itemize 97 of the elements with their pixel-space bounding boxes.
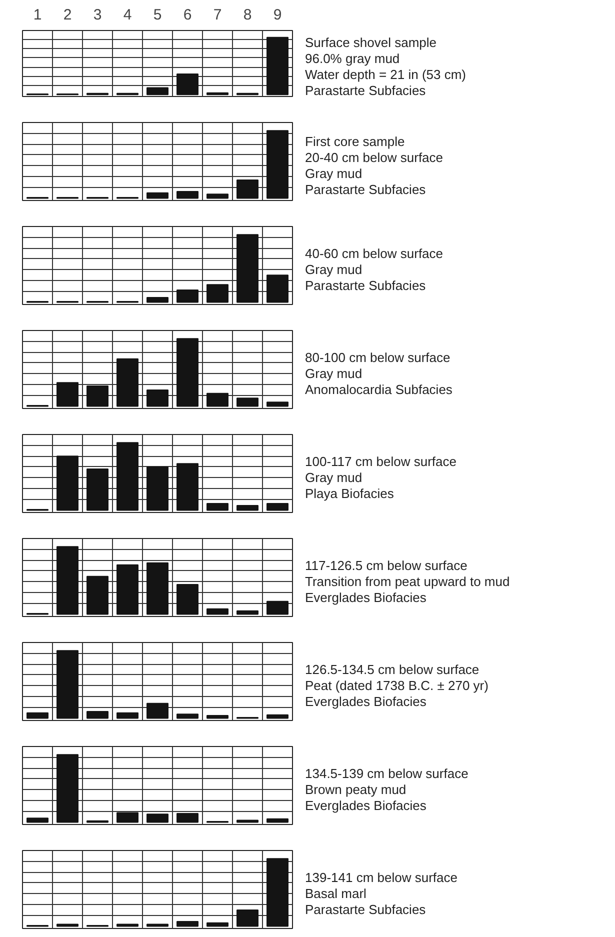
bar xyxy=(206,922,228,927)
bar xyxy=(236,398,258,407)
text: Parastarte Subfacies xyxy=(305,902,426,917)
bar xyxy=(86,385,108,407)
bar xyxy=(176,920,198,927)
text: Parastarte Subfacies xyxy=(305,278,426,293)
text: 80-100 cm below surface xyxy=(305,350,450,365)
bar xyxy=(146,296,168,303)
bar xyxy=(176,338,198,407)
bar xyxy=(176,190,198,199)
x-tick-label: 8 xyxy=(243,6,252,24)
bar xyxy=(236,610,258,615)
text: Water depth = 21 in (53 cm) xyxy=(305,67,466,82)
text: Gray mud xyxy=(305,366,362,381)
x-tick-label: 9 xyxy=(273,6,282,24)
text: Parastarte Subfacies xyxy=(305,83,426,98)
text: Gray mud xyxy=(305,470,362,485)
bar xyxy=(266,502,288,511)
bar xyxy=(56,546,78,615)
bar xyxy=(236,179,258,199)
bar xyxy=(236,820,258,823)
bar xyxy=(236,504,258,511)
text: Transition from peat upward to mud xyxy=(305,574,510,589)
text: Everglades Biofacies xyxy=(305,590,426,605)
text: Everglades Biofacies xyxy=(305,694,426,709)
bar xyxy=(56,382,78,407)
text: Playa Biofacies xyxy=(305,486,394,501)
text: 40-60 cm below surface xyxy=(305,246,444,261)
bar xyxy=(176,714,198,719)
x-tick-label: 1 xyxy=(33,6,42,24)
bar xyxy=(56,456,78,511)
bar xyxy=(86,468,108,511)
bar xyxy=(146,390,168,407)
bar xyxy=(56,754,78,823)
bar xyxy=(176,463,198,511)
bar xyxy=(146,192,168,199)
bar xyxy=(146,87,168,96)
bar xyxy=(206,284,228,303)
bar xyxy=(266,402,288,407)
bar xyxy=(146,702,168,719)
x-tick-label: 7 xyxy=(213,6,222,24)
text: First core sample xyxy=(305,134,405,149)
text: Peat (dated 1738 B.C. ± 270 yr) xyxy=(305,678,488,693)
text: 134.5-139 cm below surface xyxy=(305,766,468,781)
bar xyxy=(116,712,138,719)
text: 100-117 cm below surface xyxy=(305,454,457,469)
bar xyxy=(206,392,228,407)
bar xyxy=(146,562,168,615)
x-tick-label: 5 xyxy=(153,6,162,24)
bar xyxy=(176,584,198,615)
text: Brown peaty mud xyxy=(305,782,406,797)
bar xyxy=(26,712,48,719)
text: 20-40 cm below surface xyxy=(305,150,444,165)
bar xyxy=(266,274,288,303)
x-tick-label: 4 xyxy=(123,6,132,24)
bar xyxy=(266,130,288,199)
bar xyxy=(176,812,198,823)
text: Basal marl xyxy=(305,886,366,901)
bar xyxy=(116,564,138,615)
bar xyxy=(116,358,138,407)
x-tick-label: 6 xyxy=(183,6,192,24)
bar xyxy=(206,608,228,615)
bar xyxy=(266,600,288,615)
text: 139-141 cm below surface xyxy=(305,870,458,885)
bar xyxy=(176,290,198,303)
bar xyxy=(146,924,168,927)
x-tick-label: 3 xyxy=(93,6,102,24)
bar xyxy=(86,576,108,615)
bar xyxy=(206,194,228,199)
bar xyxy=(266,36,288,96)
text: Anomalocardia Subfacies xyxy=(305,382,452,397)
bar xyxy=(146,466,168,511)
text: 96.0% gray mud xyxy=(305,51,400,66)
text: Gray mud xyxy=(305,166,362,181)
text: 126.5-134.5 cm below surface xyxy=(305,662,480,677)
bar xyxy=(56,650,78,719)
text: 117-126.5 cm below surface xyxy=(305,558,468,573)
bar xyxy=(266,858,288,927)
bar xyxy=(86,710,108,719)
bar xyxy=(266,714,288,719)
bar xyxy=(236,910,258,927)
text: Gray mud xyxy=(305,262,362,277)
bar xyxy=(116,924,138,927)
bar xyxy=(26,818,48,823)
bar xyxy=(116,812,138,823)
bar xyxy=(206,502,228,511)
text: Parastarte Subfacies xyxy=(305,182,426,197)
x-tick-label: 2 xyxy=(63,6,72,24)
bar xyxy=(266,818,288,823)
bar xyxy=(236,234,258,303)
bar xyxy=(146,814,168,823)
text: Everglades Biofacies xyxy=(305,798,426,813)
bar xyxy=(116,442,138,511)
bar xyxy=(56,924,78,927)
bar xyxy=(176,73,198,96)
text: Surface shovel sample xyxy=(305,35,437,50)
bar xyxy=(206,715,228,719)
